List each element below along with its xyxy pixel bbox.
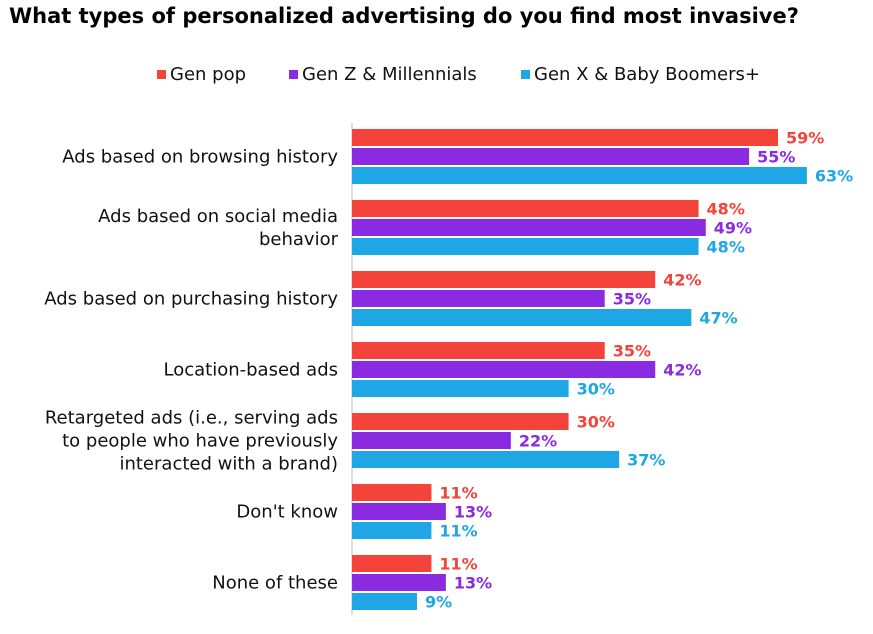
legend-label-gen-pop: Gen pop [170,64,247,85]
bar-gen-pop [352,342,605,359]
chart-title: What types of personalized advertising d… [9,4,799,28]
bar-gen-z-millennials [352,574,446,591]
bar-gen-z-millennials [352,219,706,236]
value-label-gen-z-millennials: 49% [714,219,752,238]
bar-gen-x-baby-boomers [352,593,417,610]
value-label-gen-pop: 35% [613,342,651,361]
legend-swatch-gen-x-baby-boomers [521,70,530,79]
bar-gen-x-baby-boomers [352,238,699,255]
value-label-gen-pop: 42% [663,271,701,290]
legend-label-gen-z-millennials: Gen Z & Millennials [302,64,477,85]
legend-label-gen-x-baby-boomers: Gen X & Baby Boomers+ [534,64,760,85]
legend-item-gen-z-millennials: Gen Z & Millennials [289,64,477,85]
value-label-gen-z-millennials: 42% [663,361,701,380]
bar-gen-z-millennials [352,148,750,165]
category-label: Don't know [236,502,338,523]
bar-gen-z-millennials [352,432,511,449]
bar-gen-pop [352,413,569,430]
bar-gen-x-baby-boomers [352,522,432,539]
value-label-gen-z-millennials: 13% [454,503,492,522]
value-label-gen-x-baby-boomers: 9% [425,593,452,612]
value-label-gen-z-millennials: 13% [454,574,492,593]
value-label-gen-x-baby-boomers: 11% [439,522,477,541]
value-label-gen-x-baby-boomers: 37% [627,451,665,470]
bar-gen-pop [352,200,699,217]
bar-gen-z-millennials [352,503,446,520]
category-label: Ads based on browsing history [62,147,338,168]
value-label-gen-pop: 11% [439,555,477,574]
value-label-gen-x-baby-boomers: 30% [577,380,615,399]
legend-swatch-gen-pop [157,70,166,79]
value-label-gen-z-millennials: 22% [519,432,557,451]
legend-swatch-gen-z-millennials [289,70,298,79]
bar-gen-pop [352,129,778,146]
category-label: Location-based ads [163,360,338,381]
category-label: Ads based on purchasing history [44,289,338,310]
bar-gen-pop [352,271,656,288]
category-label: Retargeted ads (i.e., serving ads to peop… [45,408,339,475]
value-label-gen-pop: 30% [577,413,615,432]
bar-gen-x-baby-boomers [352,309,692,326]
value-label-gen-pop: 11% [439,484,477,503]
value-label-gen-z-millennials: 35% [613,290,651,309]
value-label-gen-z-millennials: 55% [757,148,795,167]
bar-gen-pop [352,484,432,501]
bar-gen-z-millennials [352,290,605,307]
category-label: Ads based on social media behavior [98,206,338,250]
legend-item-gen-x-baby-boomers: Gen X & Baby Boomers+ [521,64,760,85]
value-label-gen-x-baby-boomers: 63% [815,167,853,186]
bar-gen-x-baby-boomers [352,380,569,397]
bar-gen-x-baby-boomers [352,167,807,184]
value-label-gen-pop: 48% [707,200,745,219]
legend: Gen pop Gen Z & Millennials Gen X & Baby B… [0,64,873,90]
bar-gen-z-millennials [352,361,656,378]
value-label-gen-x-baby-boomers: 48% [707,238,745,257]
legend-item-gen-pop: Gen pop [157,64,246,85]
category-label: None of these [212,573,338,594]
value-label-gen-x-baby-boomers: 47% [699,309,737,328]
bar-gen-x-baby-boomers [352,451,620,468]
bar-gen-pop [352,555,432,572]
value-label-gen-pop: 59% [786,129,824,148]
